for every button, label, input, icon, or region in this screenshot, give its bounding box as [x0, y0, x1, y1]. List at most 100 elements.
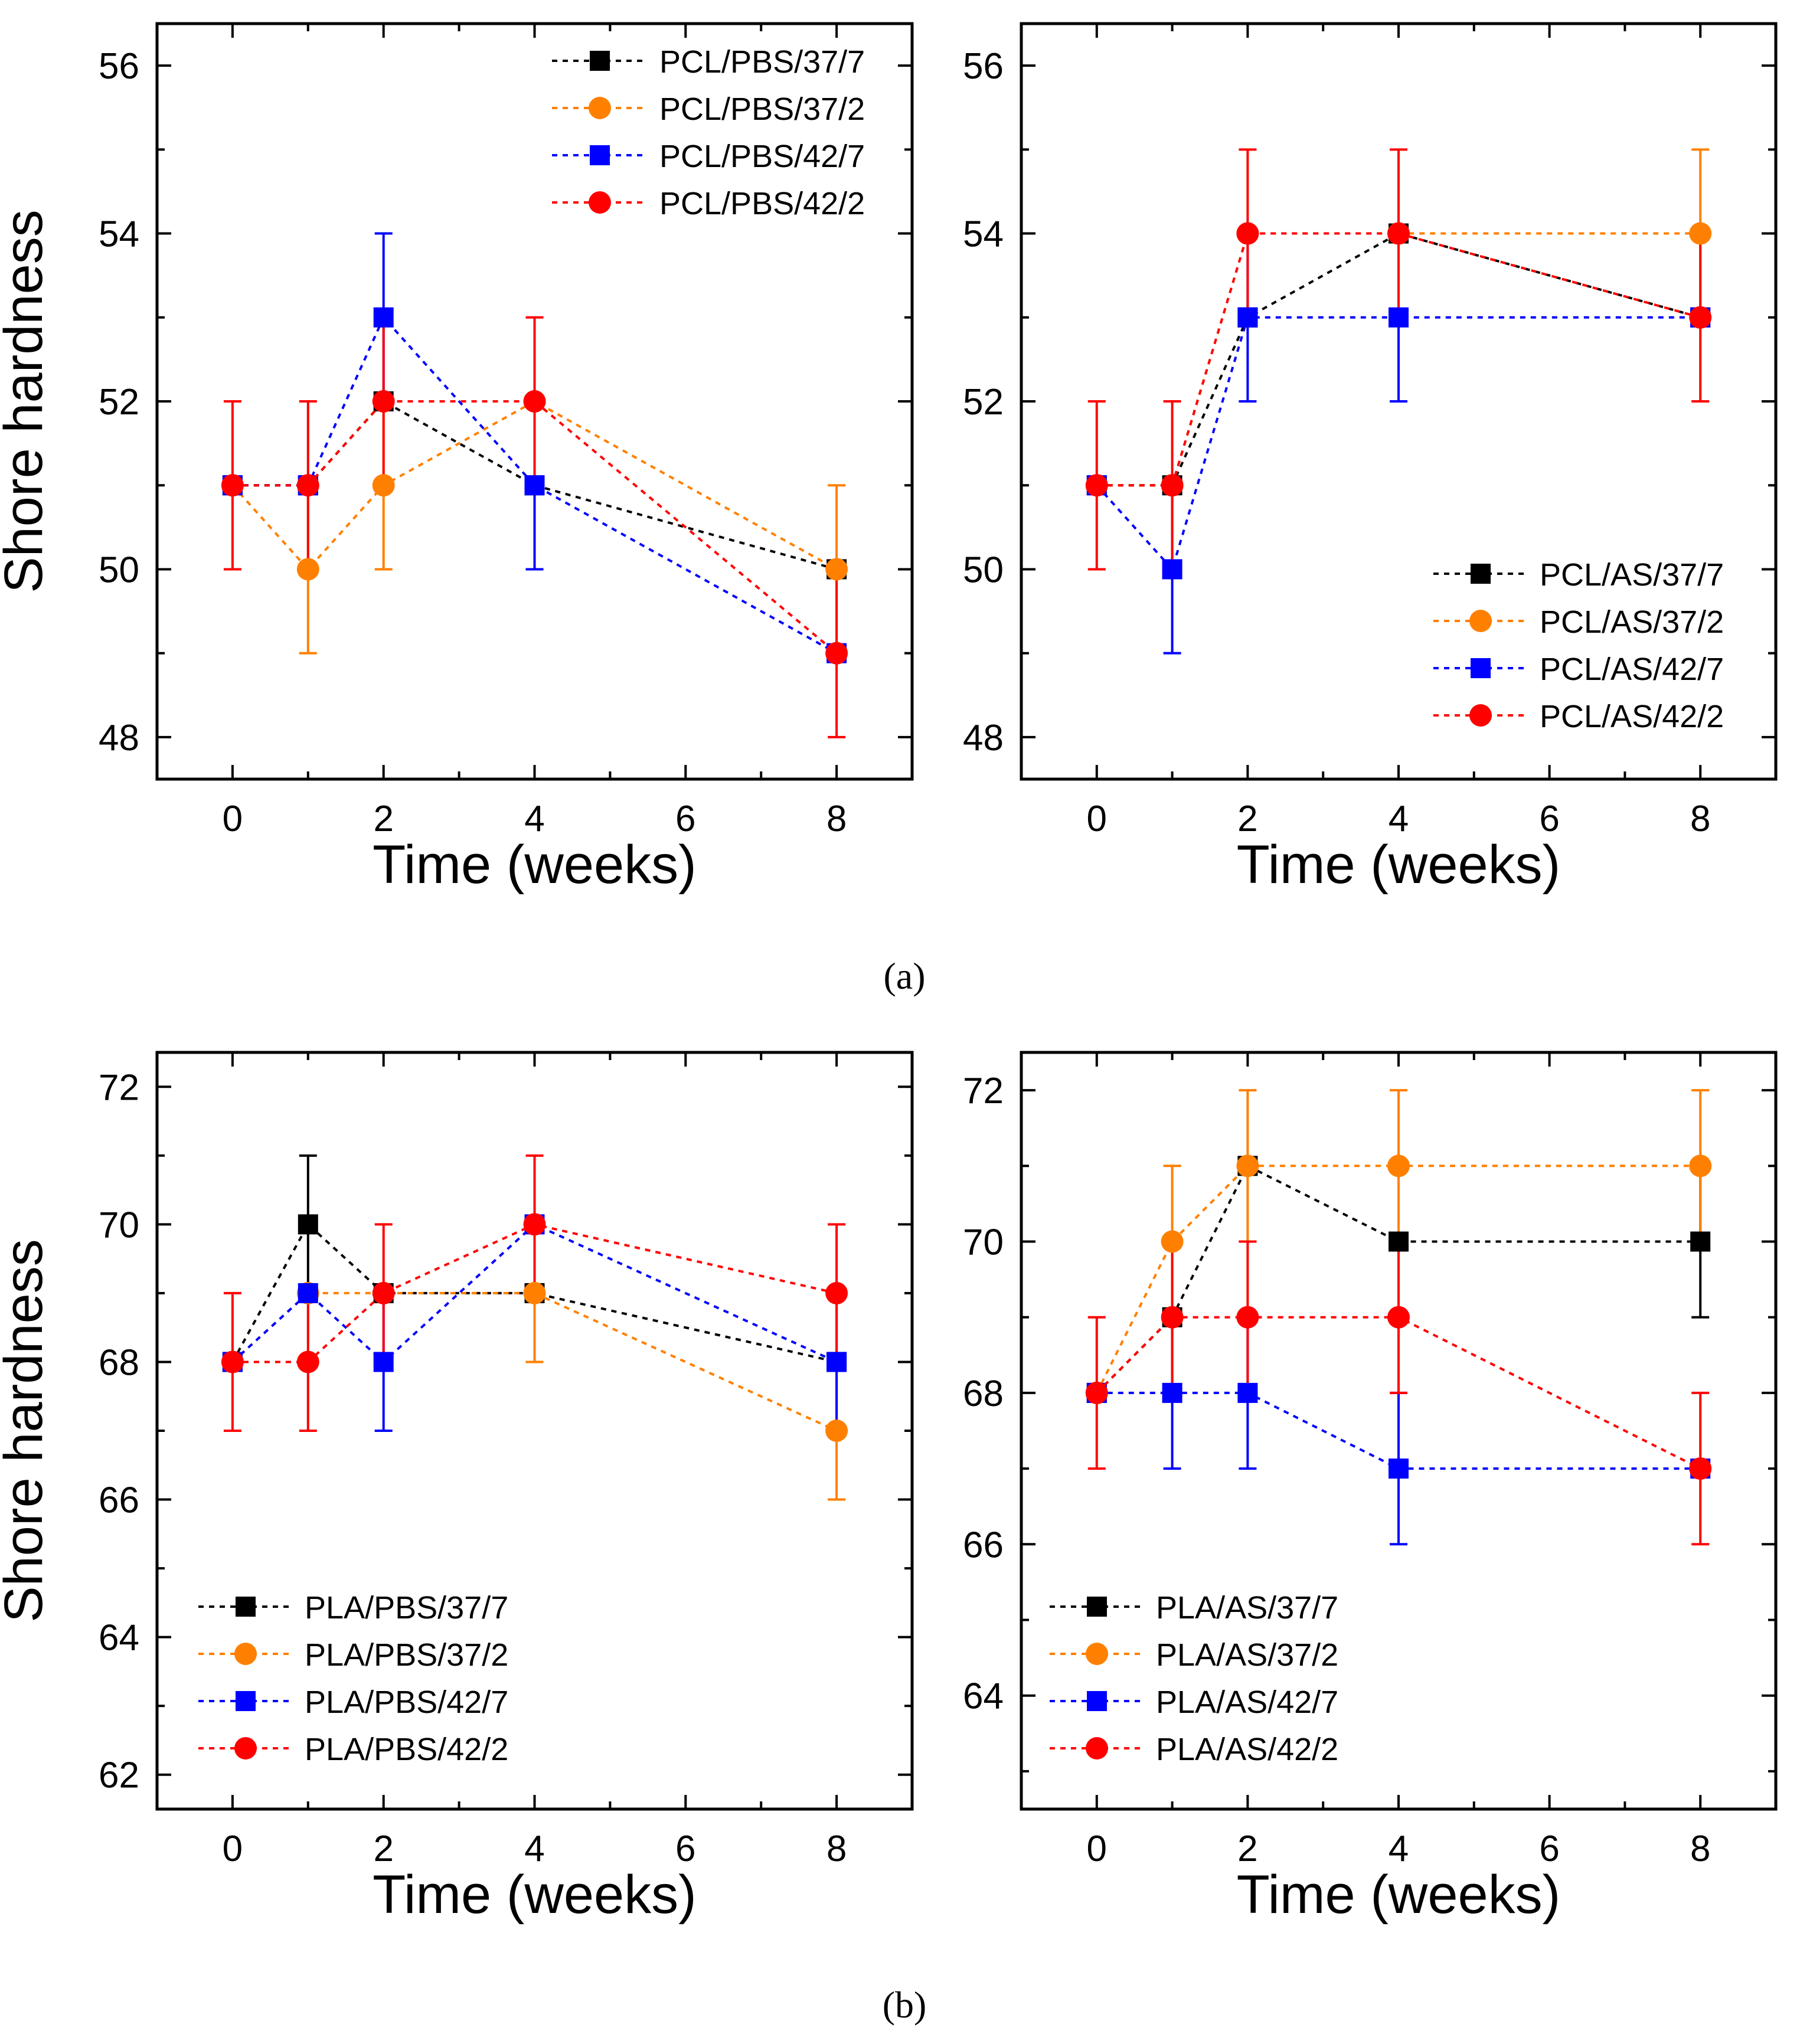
x-tick-label: 6 [1539, 1829, 1559, 1869]
y-tick-label: 72 [99, 1067, 139, 1108]
series-pla-pbs-42-2 [221, 1213, 848, 1373]
legend-item: PLA/AS/37/2 [1050, 1637, 1338, 1673]
y-tick-label: 64 [963, 1676, 1004, 1717]
series-line [232, 400, 838, 655]
legend-marker [590, 145, 610, 165]
data-point [372, 390, 395, 413]
y-tick-label: 52 [99, 382, 139, 423]
legend-marker [1087, 1691, 1107, 1711]
x-axis-label: Time (weeks) [373, 835, 697, 895]
data-point [221, 474, 244, 497]
legend-marker [1086, 1737, 1108, 1760]
data-point [827, 1352, 847, 1372]
legend-item: PLA/AS/37/7 [1050, 1590, 1338, 1626]
legend-marker [234, 1643, 257, 1665]
legend-item: PLA/AS/42/2 [1050, 1732, 1338, 1767]
data-point [825, 1420, 848, 1442]
legend-label: PLA/PBS/42/2 [305, 1732, 508, 1767]
x-tick-label: 4 [1389, 799, 1409, 839]
legend-item: PCL/PBS/37/7 [552, 44, 865, 80]
x-axis-label: Time (weeks) [1237, 1865, 1561, 1925]
data-point [1689, 222, 1712, 245]
y-tick-label: 68 [99, 1342, 139, 1383]
x-tick-label: 0 [223, 1829, 243, 1869]
x-tick-label: 6 [675, 1829, 695, 1869]
legend-marker [1471, 658, 1491, 678]
data-point [296, 474, 319, 497]
data-point [1389, 1231, 1409, 1252]
legend: PLA/AS/37/7 PLA/AS/37/2 PLA/AS/42/7 PLA/AS/… [1050, 1590, 1338, 1767]
x-tick-label: 4 [524, 799, 544, 839]
legend-item: PCL/PBS/42/2 [552, 186, 865, 221]
legend-label: PCL/PBS/37/7 [659, 44, 865, 80]
x-tick-label: 2 [1237, 799, 1257, 839]
data-point [1689, 1155, 1712, 1178]
y-tick-label: 56 [99, 46, 139, 87]
legend-marker [1471, 564, 1491, 584]
data-point [1236, 1306, 1259, 1329]
legend-marker [589, 97, 611, 119]
data-point [825, 1281, 848, 1304]
series-line [232, 1223, 837, 1363]
legend-item: PCL/PBS/42/7 [552, 139, 865, 174]
x-tick-label: 2 [373, 799, 393, 839]
data-point [524, 475, 545, 496]
data-point [1237, 307, 1258, 328]
legend-label: PLA/AS/37/7 [1156, 1590, 1338, 1626]
legend-item: PCL/AS/37/2 [1433, 604, 1724, 640]
legend-marker [589, 191, 611, 214]
data-point [825, 558, 848, 581]
data-point [1387, 1155, 1410, 1178]
legend: PLA/PBS/37/7 PLA/PBS/37/2 PLA/PBS/42/7 PLA/… [198, 1590, 508, 1767]
x-tick-label: 4 [524, 1829, 544, 1869]
x-tick-label: 8 [1690, 1829, 1710, 1869]
x-tick-label: 6 [675, 799, 695, 839]
x-tick-label: 2 [1237, 1829, 1257, 1869]
data-point [373, 1352, 394, 1372]
data-point [372, 1281, 395, 1304]
y-tick-label: 52 [963, 382, 1004, 423]
legend-label: PLA/PBS/42/7 [305, 1685, 508, 1720]
legend: PCL/PBS/37/7 PCL/PBS/37/2 PCL/PBS/42/7 PCL/… [552, 44, 865, 221]
chart-top-left: 0 2 4 6 8 48 50 52 54 56 Time (weeks) Shore hardnes… [0, 22, 914, 895]
legend-marker [1469, 704, 1492, 727]
data-point [1085, 1381, 1108, 1404]
legend-marker [1087, 1597, 1107, 1617]
legend-label: PLA/AS/37/2 [1156, 1637, 1338, 1673]
legend-label: PCL/AS/42/7 [1540, 652, 1724, 687]
y-tick-label: 64 [99, 1618, 139, 1659]
data-point [1387, 222, 1410, 245]
x-tick-label: 4 [1389, 1829, 1409, 1869]
legend-marker [236, 1691, 256, 1711]
legend-label: PCL/AS/37/2 [1540, 604, 1724, 640]
legend-item: PLA/PBS/42/2 [198, 1732, 508, 1767]
data-point [221, 1350, 244, 1373]
data-point [1236, 1155, 1259, 1178]
data-point [523, 390, 546, 413]
data-point [523, 1281, 546, 1304]
x-tick-label: 6 [1539, 799, 1559, 839]
legend-marker [1086, 1643, 1108, 1665]
data-point [1690, 1231, 1711, 1252]
y-tick-label: 48 [963, 718, 1004, 758]
legend-item: PCL/PBS/37/2 [552, 91, 865, 127]
legend-label: PCL/AS/37/7 [1540, 557, 1724, 593]
data-point [1162, 1382, 1182, 1403]
y-tick-label: 50 [99, 550, 139, 590]
data-point [1085, 474, 1108, 497]
y-tick-label: 66 [99, 1480, 139, 1521]
y-tick-label: 62 [99, 1755, 139, 1796]
legend-label: PCL/PBS/42/7 [659, 139, 865, 174]
y-tick-label: 70 [963, 1222, 1004, 1263]
data-point [1161, 1306, 1184, 1329]
legend-label: PLA/PBS/37/2 [305, 1637, 508, 1673]
legend-marker [234, 1737, 257, 1760]
y-tick-label: 54 [99, 214, 139, 255]
legend-item: PCL/AS/42/2 [1433, 699, 1724, 734]
data-point [1161, 1230, 1184, 1253]
y-tick-label: 48 [99, 718, 139, 758]
series-line [1096, 1164, 1701, 1394]
